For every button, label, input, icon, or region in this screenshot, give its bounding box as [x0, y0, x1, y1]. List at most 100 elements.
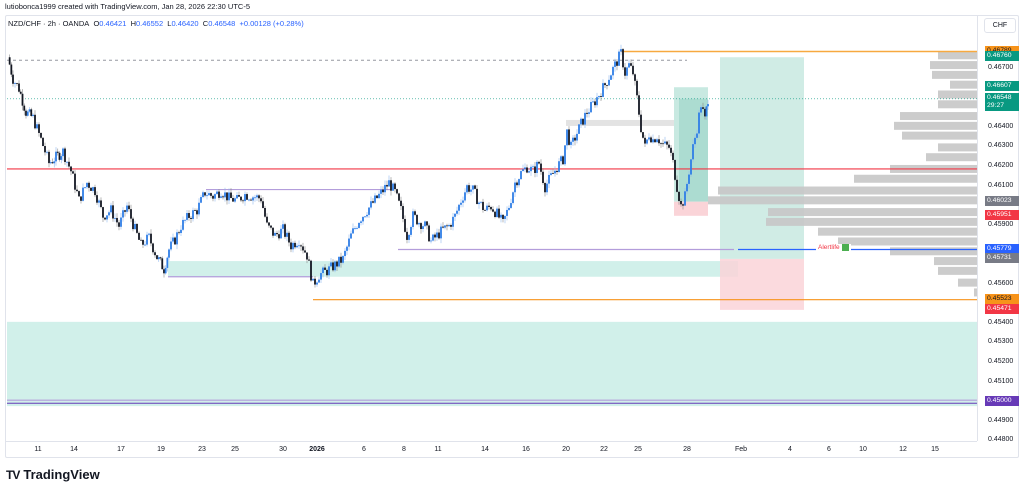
candle-body: [114, 217, 116, 219]
open-label: O: [93, 19, 100, 28]
candle-body: [161, 258, 164, 270]
candle-body: [194, 210, 196, 212]
candle-body: [464, 192, 466, 201]
chart-pane[interactable]: [5, 15, 1019, 458]
candle-body: [40, 132, 42, 138]
volume-profile-bar: [890, 247, 978, 256]
time-label: 20: [562, 446, 570, 453]
candle-body: [342, 256, 344, 263]
candle-body: [450, 224, 452, 227]
candle-body: [210, 193, 212, 196]
time-label: 28: [683, 446, 691, 453]
close-label: C: [202, 19, 209, 28]
candle-body: [696, 133, 698, 138]
candle-body: [322, 267, 324, 274]
candle-body: [316, 282, 318, 285]
candle-body: [280, 228, 282, 239]
candle-body: [702, 107, 704, 109]
price-scale[interactable]: [977, 16, 1019, 441]
volume-profile-bar: [934, 257, 978, 266]
symbol-label[interactable]: NZD/CHF · 2h · OANDA: [8, 19, 90, 28]
price-tick: 0.46200: [988, 162, 1014, 169]
demand-zone-low: [7, 321, 978, 407]
price-badge: 0.45523: [985, 293, 1019, 304]
candle-body: [400, 200, 402, 207]
candle-body: [340, 256, 342, 263]
candle-body: [49, 162, 52, 164]
candle-body: [56, 151, 59, 153]
candle-body: [55, 151, 57, 162]
candle-body: [250, 199, 252, 201]
time-label: 14: [481, 446, 489, 453]
candle-body: [152, 243, 154, 253]
candle-body: [600, 96, 602, 97]
candle-body: [96, 195, 98, 203]
candle-body: [596, 97, 598, 106]
candle-body: [476, 188, 478, 205]
candle-body: [336, 261, 338, 267]
candle-body: [168, 249, 170, 258]
time-axis[interactable]: [5, 441, 977, 458]
candle-body: [70, 166, 72, 172]
candle-body: [472, 185, 474, 190]
brand-name: TradingView: [23, 467, 100, 482]
price-tick: 0.44800: [988, 436, 1014, 444]
price-badge: 0.46548 29:27: [985, 92, 1019, 111]
volume-profile-bar: [902, 131, 978, 140]
candle-body: [164, 267, 167, 274]
candle-body: [34, 114, 36, 129]
volume-profile-bar: [708, 196, 978, 205]
alert-label[interactable]: Alertlife: [816, 244, 851, 251]
candle-body: [228, 192, 230, 201]
candle-body: [10, 64, 13, 75]
low-value: 0.46420: [171, 19, 199, 28]
candle-body: [646, 139, 648, 144]
candle-body: [392, 183, 394, 191]
candle-body: [230, 192, 232, 199]
alert-label-text: Alertlife: [818, 244, 840, 251]
currency-button[interactable]: CHF: [984, 18, 1016, 33]
candle-body: [330, 262, 332, 267]
candle-body: [324, 267, 326, 270]
candle-body: [166, 257, 169, 268]
candle-body: [380, 189, 382, 194]
volume-profile-bar: [894, 121, 978, 130]
chart-canvas[interactable]: [6, 16, 1020, 459]
candle-body: [314, 278, 316, 285]
candle-body: [544, 182, 546, 193]
volume-profile-bar: [838, 237, 978, 246]
candle-body: [142, 239, 144, 245]
candle-body: [124, 210, 126, 212]
candle-body: [306, 252, 308, 260]
time-label: 14: [70, 446, 78, 453]
candle-body: [150, 233, 152, 244]
candle-body: [644, 137, 646, 144]
candle-body: [268, 222, 270, 226]
candle-body: [668, 144, 670, 148]
candle-body: [62, 148, 64, 157]
candle-body: [638, 95, 640, 115]
candle-body: [592, 101, 594, 103]
candle-body: [618, 51, 620, 66]
candle-body: [564, 145, 566, 165]
candle-body: [614, 61, 616, 67]
candle-body: [308, 259, 310, 261]
candle-body: [560, 156, 562, 162]
candle-body: [102, 207, 104, 218]
volume-profile-bar: [938, 90, 978, 99]
candle-body: [82, 187, 84, 201]
candle-body: [36, 124, 38, 129]
candle-body: [172, 237, 174, 242]
candle-body: [412, 211, 414, 228]
time-label: 11: [434, 446, 442, 453]
candle-body: [458, 204, 460, 211]
candle-body: [254, 197, 256, 199]
candle-body: [500, 214, 502, 218]
candle-body: [652, 139, 654, 143]
candle-body: [542, 171, 544, 183]
candle-body: [140, 239, 142, 241]
candle-body: [192, 210, 194, 219]
price-tick: 0.45600: [988, 279, 1014, 287]
candle-body: [496, 208, 498, 217]
supply-zone: [566, 119, 686, 126]
